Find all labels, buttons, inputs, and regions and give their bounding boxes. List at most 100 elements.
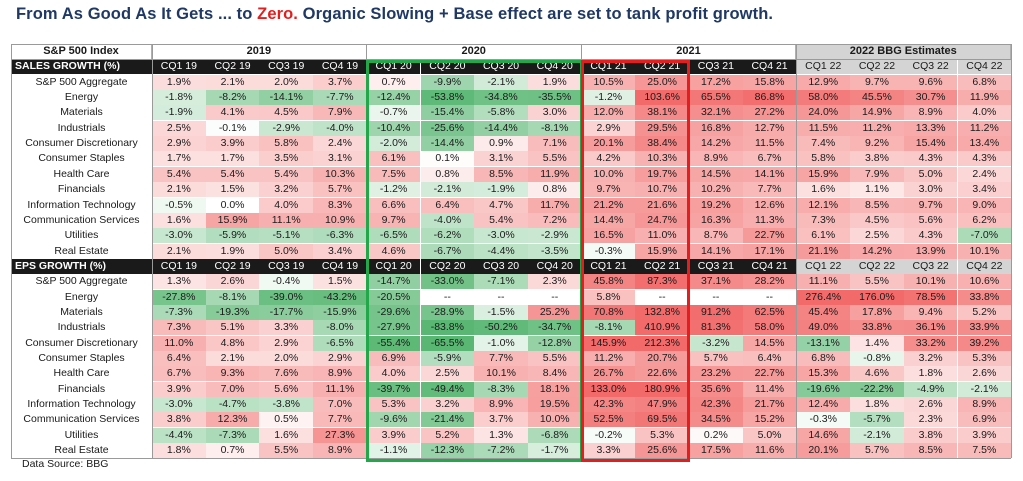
sales-row-label: Utilities <box>64 229 99 242</box>
eps-value-cell: 34.5% <box>689 412 743 428</box>
eps-value-cell: 1.8% <box>903 366 958 382</box>
eps-value-cell: 10.0% <box>527 412 582 428</box>
eps-value-cell: -0.2% <box>582 428 636 443</box>
eps-value-cell: 5.3% <box>957 351 1012 366</box>
column-divider <box>151 44 153 459</box>
eps-value-cell: -33.0% <box>420 274 475 290</box>
sales-value-cell: 7.5% <box>366 166 421 182</box>
sales-value-cell: 7.9% <box>850 166 904 182</box>
sales-value-cell: 103.6% <box>635 90 689 106</box>
eps-value-cell: -27.8% <box>152 289 206 305</box>
sales-value-cell: 11.1% <box>259 212 314 228</box>
sales-value-cell: -14.4% <box>420 136 475 152</box>
row-divider <box>11 58 1012 60</box>
column-divider <box>1010 44 1012 459</box>
eps-value-cell: 37.1% <box>689 274 743 290</box>
sales-value-cell: 14.5% <box>689 166 743 182</box>
eps-row-label: Industrials <box>57 321 106 334</box>
eps-value-cell: 8.4% <box>527 366 582 382</box>
sales-value-cell: 10.3% <box>635 151 689 167</box>
eps-value-cell: 7.0% <box>313 397 367 413</box>
sales-value-cell: -7.0% <box>957 228 1012 244</box>
sales-value-cell: 14.9% <box>850 105 904 121</box>
eps-value-cell: 2.1% <box>205 351 260 366</box>
eps-value-cell: 45.8% <box>581 274 636 290</box>
sales-value-cell: -12.4% <box>366 90 421 106</box>
eps-value-cell: 3.8% <box>152 412 206 428</box>
sales-value-cell: 22.7% <box>742 228 797 244</box>
sales-value-cell: -2.1% <box>420 182 475 198</box>
sales-value-cell: 21.6% <box>635 197 689 213</box>
eps-value-cell: 20.7% <box>635 351 689 366</box>
eps-value-cell: 45.4% <box>796 304 851 320</box>
sales-value-cell: 12.1% <box>796 197 851 213</box>
sales-value-cell: -2.1% <box>474 74 528 90</box>
sales-value-cell: 11.2% <box>957 120 1012 136</box>
sales-row-label: Health Care <box>53 167 110 180</box>
eps-quarter-header: CQ1 20 <box>366 258 421 274</box>
sales-value-cell: 7.4% <box>796 136 851 152</box>
eps-section-label: EPS GROWTH (%) <box>11 258 152 274</box>
sales-value-cell: -1.9% <box>152 105 206 121</box>
eps-quarter-header: CQ2 19 <box>205 258 260 274</box>
sales-value-cell: 2.4% <box>313 136 367 152</box>
eps-value-cell: 1.6% <box>259 427 314 443</box>
eps-value-cell: -2.1% <box>850 427 904 443</box>
sales-value-cell: 6.7% <box>742 151 797 167</box>
eps-value-cell: -2.1% <box>957 381 1012 397</box>
sales-value-cell: 1.9% <box>527 74 582 90</box>
sales-value-cell: 1.9% <box>152 74 206 90</box>
sales-value-cell: 0.0% <box>220 198 245 211</box>
year-header-1: 2020 <box>367 44 582 59</box>
sales-value-cell: 11.5% <box>742 136 797 152</box>
sales-value-cell: 15.9% <box>796 166 851 182</box>
sales-value-cell: 10.3% <box>313 166 367 182</box>
sales-value-cell: 2.9% <box>581 120 636 136</box>
sales-value-cell: 4.5% <box>259 105 314 121</box>
eps-value-cell: 18.1% <box>527 381 582 397</box>
sales-value-cell: 15.8% <box>742 74 797 90</box>
eps-value-cell: -0.4% <box>259 274 314 290</box>
sales-value-cell: 7.3% <box>796 212 851 228</box>
row-divider <box>11 457 1012 459</box>
eps-value-cell: 1.3% <box>152 274 206 290</box>
sales-value-cell: 38.1% <box>635 105 689 121</box>
eps-value-cell: 1.8% <box>850 397 904 413</box>
eps-value-cell: -1.0% <box>474 335 528 351</box>
sales-value-cell: 10.7% <box>635 182 689 198</box>
eps-value-cell: 5.2% <box>957 304 1012 320</box>
eps-value-cell: 36.1% <box>903 320 958 336</box>
sales-value-cell: 11.9% <box>957 90 1012 106</box>
eps-value-cell: -39.0% <box>259 289 314 305</box>
eps-quarter-header: CQ1 19 <box>152 258 206 274</box>
sales-value-cell: 25.0% <box>635 74 689 90</box>
eps-value-cell: -5.7% <box>850 412 904 428</box>
eps-quarter-header: CQ3 21 <box>689 258 743 274</box>
growth-table: S&P 500 Index 2019 2020 2021 2022 BBG Estima… <box>10 43 1012 463</box>
eps-value-cell: 47.9% <box>635 397 689 413</box>
eps-value-cell: 2.9% <box>313 351 367 366</box>
eps-value-cell: 3.9% <box>957 427 1012 443</box>
column-divider <box>795 44 797 459</box>
sales-value-cell: 38.4% <box>635 136 689 152</box>
eps-quarter-header: CQ4 19 <box>313 258 367 274</box>
sales-value-cell: 1.7% <box>205 151 260 167</box>
eps-value-cell: -17.7% <box>259 304 314 320</box>
sales-value-cell: 9.0% <box>957 197 1012 213</box>
eps-value-cell: 33.2% <box>903 335 958 351</box>
eps-value-cell: 2.9% <box>259 335 314 351</box>
eps-value-cell: 1.8% <box>152 443 206 459</box>
eps-value-cell: 17.5% <box>689 443 743 459</box>
eps-value-cell: 133.0% <box>581 381 636 397</box>
sales-value-cell: 5.6% <box>903 212 958 228</box>
sales-value-cell: 3.4% <box>957 182 1012 198</box>
eps-value-cell: 180.9% <box>635 381 689 397</box>
eps-value-cell: 10.6% <box>957 274 1012 290</box>
sales-value-cell: -5.8% <box>474 105 528 121</box>
eps-value-cell: -- <box>658 290 666 303</box>
sales-value-cell: 4.1% <box>205 105 260 121</box>
sales-value-cell: 58.0% <box>796 90 851 106</box>
eps-value-cell: -8.1% <box>205 289 260 305</box>
eps-value-cell: -5.9% <box>420 351 475 366</box>
eps-value-cell: 4.0% <box>366 366 421 382</box>
